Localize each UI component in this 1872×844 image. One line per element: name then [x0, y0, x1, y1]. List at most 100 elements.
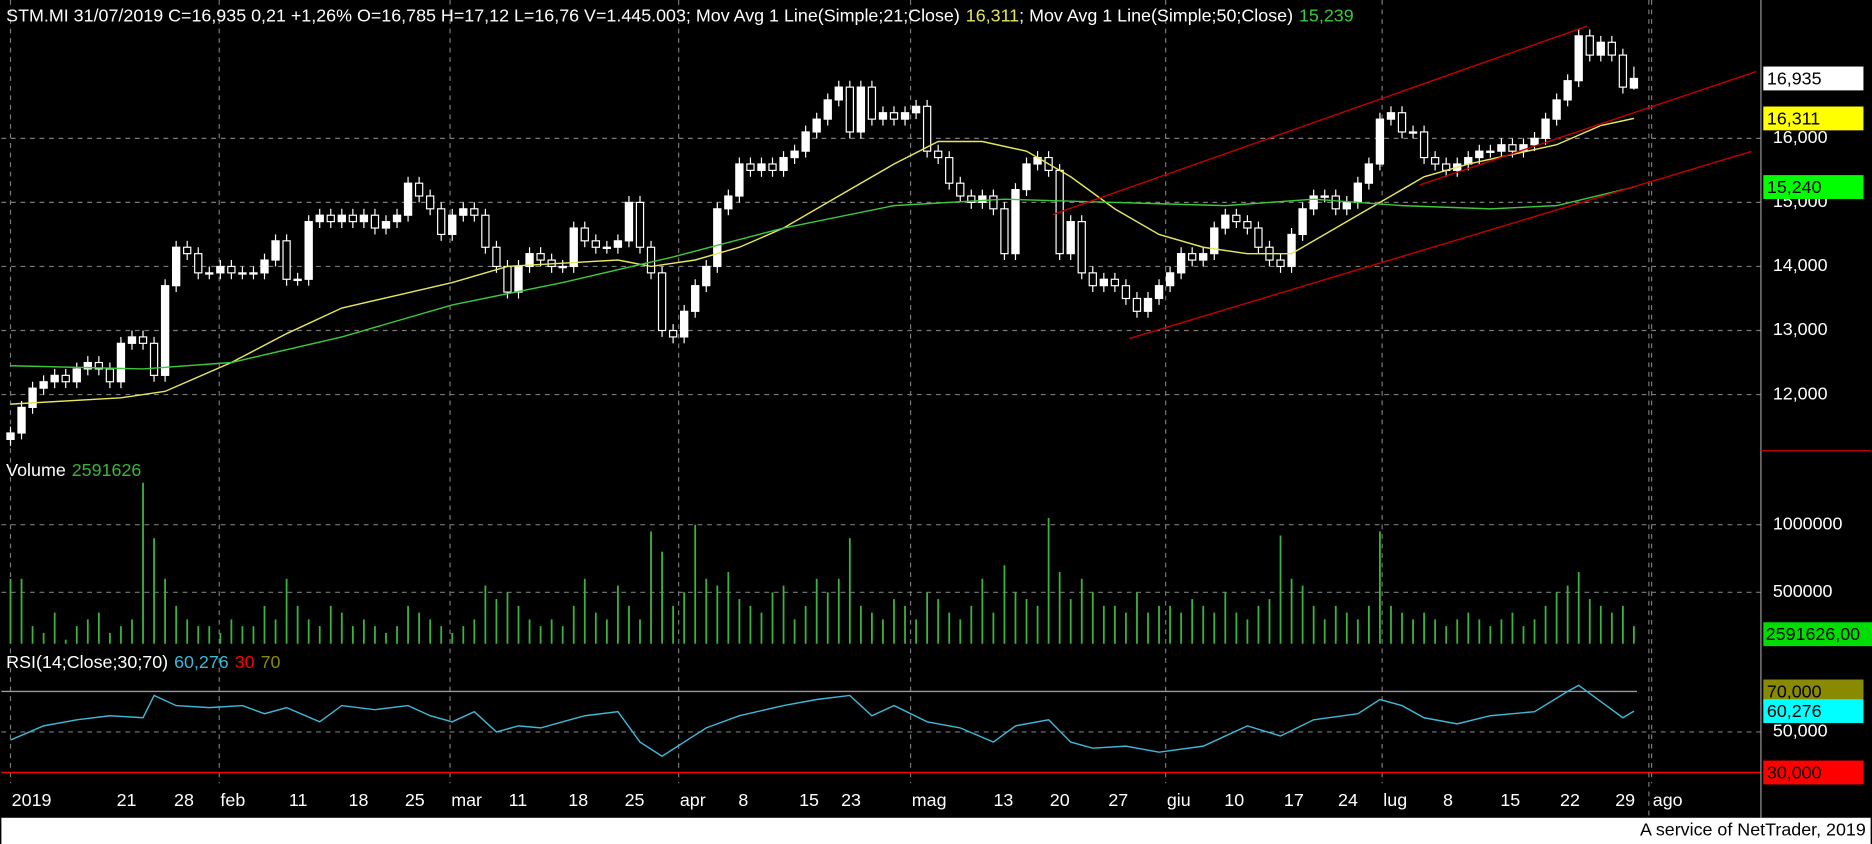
volume-bar	[915, 619, 917, 644]
candle-body	[1574, 35, 1583, 82]
volume-bar	[1588, 599, 1591, 644]
volume-bar	[1555, 592, 1558, 644]
volume-bar	[826, 592, 829, 644]
candle-body	[1110, 278, 1120, 287]
x-tick-label: giu	[1167, 790, 1191, 810]
candle-body	[1475, 150, 1484, 159]
volume-bar	[1489, 626, 1492, 644]
volume-bar	[1213, 612, 1216, 644]
volume-bar	[528, 619, 531, 644]
volume-bar	[340, 612, 343, 644]
volume-header: Volume 2591626	[6, 460, 141, 480]
legend-value: 60,276	[174, 652, 229, 672]
volume-bar	[1268, 599, 1271, 644]
volume-bar	[1025, 599, 1028, 644]
x-tick-label: feb	[220, 790, 245, 810]
candle-body	[1254, 227, 1263, 248]
candle-body	[702, 265, 711, 287]
volume-bar	[1599, 605, 1602, 644]
candle-body	[1397, 112, 1407, 133]
price-label: 16,311	[1767, 108, 1820, 128]
candle-body	[878, 112, 888, 120]
volume-bar	[484, 585, 487, 644]
volume-bar	[893, 599, 895, 644]
volume-bar	[804, 605, 807, 644]
x-tick-label: 11	[289, 790, 308, 810]
x-tick-label: 8	[1443, 790, 1453, 810]
volume-bar	[1533, 619, 1536, 644]
volume-bar	[451, 632, 454, 644]
x-tick-label: apr	[680, 790, 706, 810]
volume-bar	[1125, 612, 1127, 644]
volume-bar	[351, 626, 354, 644]
candle-body	[1486, 150, 1495, 153]
legend-entry: ; Mov Avg 1 Line(Simple;21;Close)	[686, 5, 960, 25]
candle-body	[757, 163, 766, 171]
candle-body	[370, 214, 380, 229]
level-box	[1763, 679, 1864, 704]
candle-body	[459, 208, 468, 216]
x-tick-label: 8	[738, 790, 748, 810]
candle-body	[503, 265, 512, 293]
candle-body	[1342, 201, 1351, 210]
volume-bar	[1202, 605, 1205, 644]
volume-bar	[1158, 605, 1160, 644]
volume-bar	[42, 632, 45, 644]
x-tick-label: 13	[993, 790, 1013, 810]
x-tick-label: 10	[1224, 790, 1244, 810]
volume-bar	[1390, 605, 1392, 644]
candle-body	[591, 240, 600, 248]
volume-bar	[1014, 592, 1017, 644]
candle-body	[691, 285, 700, 312]
volume-bar	[749, 605, 752, 644]
y-tick-label: 500000	[1773, 581, 1833, 601]
candle-body	[945, 156, 954, 184]
candle-body	[249, 272, 258, 275]
y-tick-label: 1000000	[1773, 513, 1843, 533]
price-label: 15,240	[1767, 177, 1822, 197]
candle-body	[1199, 253, 1208, 261]
volume-bar	[20, 578, 23, 644]
candle-body	[956, 182, 965, 197]
candle-body	[525, 253, 534, 268]
candle-body	[1298, 208, 1307, 236]
candle-body	[149, 342, 159, 376]
volume-bar	[1169, 605, 1171, 644]
candle-body	[624, 201, 634, 242]
volume-bar	[1401, 612, 1403, 644]
legend-value: 16,311	[966, 5, 1019, 25]
price-header: STM.MI 31/07/2019 C=16,935 0,21 +1,26% O…	[6, 5, 1354, 25]
candle-body	[326, 214, 335, 223]
x-tick-label: 18	[568, 790, 588, 810]
volume-bar	[495, 599, 498, 644]
candle-body	[1287, 233, 1296, 268]
candle-body	[293, 278, 302, 282]
volume-bar	[1345, 612, 1348, 644]
candle-body	[1143, 297, 1153, 312]
y-tick-label: 16,000	[1773, 127, 1828, 147]
candle-body	[1320, 195, 1329, 198]
candle-body	[160, 285, 170, 376]
volume-bar	[672, 605, 675, 644]
candle-body	[1309, 195, 1318, 210]
x-tick-label: 20	[1050, 790, 1070, 810]
volume-bar	[1577, 572, 1580, 644]
candle-body	[613, 240, 623, 248]
candle-body	[1000, 208, 1009, 255]
candle-body	[668, 329, 678, 338]
candle-body	[392, 214, 402, 223]
candle-body	[1629, 77, 1639, 89]
volume-bar	[705, 578, 708, 644]
candle-body	[127, 336, 137, 344]
header-title: STM.MI 31/07/2019 C=16,935 0,21 +1,26% O…	[6, 5, 686, 25]
volume-bar	[981, 578, 984, 644]
x-tick-label: 29	[1615, 790, 1635, 810]
volume-bar	[9, 578, 12, 644]
volume-bar	[1412, 619, 1414, 644]
volume-bar	[1290, 578, 1293, 644]
candle-body	[657, 272, 667, 332]
legend-value: 15,239	[1299, 5, 1354, 25]
candle-body	[1497, 144, 1506, 152]
volume-bar	[594, 612, 597, 644]
